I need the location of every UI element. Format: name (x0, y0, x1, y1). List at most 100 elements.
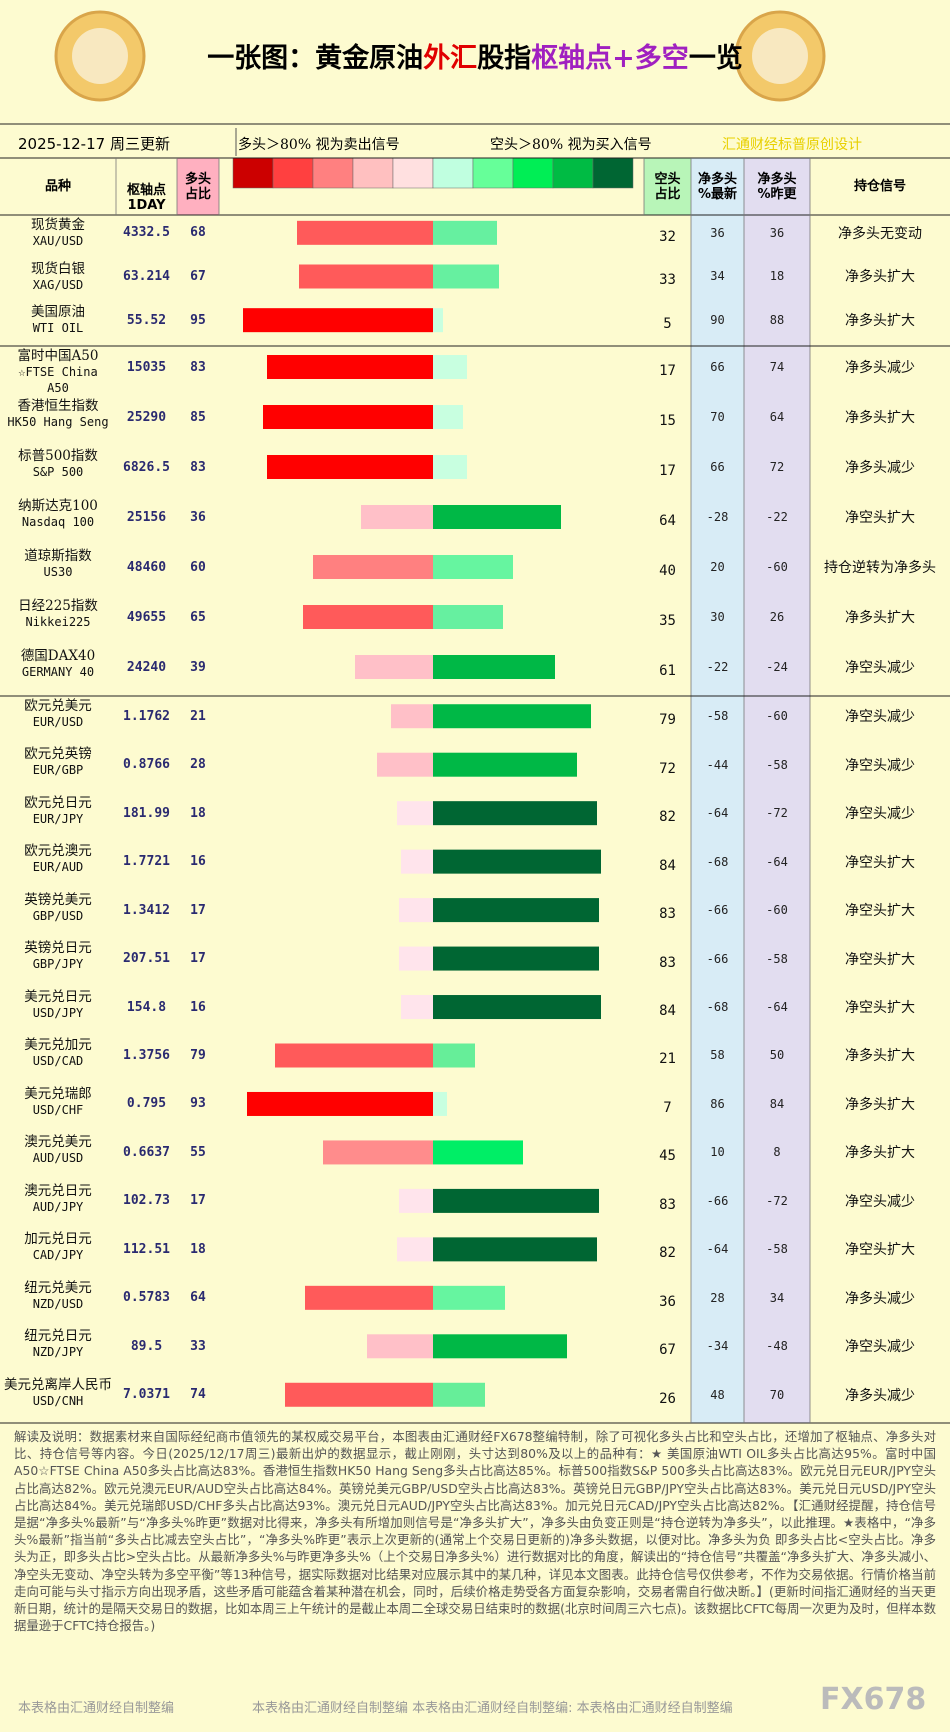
instrument-name: 澳元兑日元 (24, 1182, 92, 1199)
instrument-name: 德国DAX40 (20, 648, 96, 664)
net-latest: 36 (710, 225, 725, 240)
instrument-code: USD/CAD (32, 1054, 84, 1069)
signal: 净空头扩大 (845, 1242, 915, 1259)
pivot: 0.795 (126, 1096, 167, 1112)
long-bar (267, 455, 433, 479)
instrument-name: 欧元兑美元 (24, 698, 92, 714)
instrument: 欧元兑澳元 EUR/AUD (4, 843, 112, 875)
column-header: 持仓信号 (853, 179, 906, 194)
instrument: 加元兑日元 CAD/JPY (4, 1231, 112, 1263)
long-pct: 18 (190, 805, 206, 821)
pivot: 48460 (126, 559, 167, 575)
net-prev: -58 (766, 757, 788, 772)
header-bg-short (644, 158, 691, 215)
short-pct: 15 (659, 413, 676, 429)
instrument-name: 英镑兑日元 (24, 940, 92, 957)
net-prev: -64 (766, 1000, 788, 1015)
long-pct: 85 (190, 409, 206, 425)
pivot: 89.5 (130, 1338, 163, 1354)
instrument: 澳元兑美元 AUD/USD (4, 1134, 112, 1166)
column-header: 净多头 %最新 (697, 171, 738, 202)
long-bar (367, 1334, 433, 1359)
instrument-name: 现货白银 (31, 260, 85, 277)
signal: 净多头减少 (845, 460, 915, 476)
long-pct: 95 (190, 312, 206, 328)
instrument: 富时中国A50 ☆FTSE China A50 (4, 348, 112, 396)
instrument: 纽元兑日元 NZD/JPY (4, 1328, 112, 1360)
pivot: 63.214 (123, 268, 170, 284)
pivot: 0.8766 (123, 757, 170, 773)
long-bar (303, 605, 433, 629)
title-part: 外汇 (423, 43, 478, 74)
net-latest: -68 (706, 1000, 729, 1015)
signal: 净多头扩大 (845, 1048, 915, 1065)
short-bar (433, 405, 463, 429)
instrument-name: 日经225指数 (18, 598, 98, 614)
long-bar (361, 505, 433, 529)
legend-swatch (512, 157, 554, 189)
net-prev: -48 (766, 1339, 788, 1354)
legend-swatch (312, 157, 354, 189)
long-pct: 16 (190, 999, 206, 1015)
instrument: 纽元兑美元 NZD/USD (4, 1280, 112, 1312)
logo-left-inner (72, 28, 128, 84)
short-bar (433, 995, 601, 1020)
long-bar (305, 1285, 433, 1310)
net-latest: 90 (710, 313, 725, 328)
long-bar (377, 752, 433, 777)
column-header: 净多头 %昨更 (757, 171, 797, 202)
instrument-code: EUR/AUD (32, 860, 84, 875)
short-bar (433, 752, 577, 777)
signal: 净空头扩大 (845, 903, 915, 920)
logo-text: FX678 (820, 1682, 927, 1717)
short-pct: 84 (659, 1003, 676, 1020)
short-pct: 83 (659, 1196, 676, 1213)
long-bar (263, 405, 433, 429)
signal: 净多头减少 (845, 1387, 915, 1404)
short-bar (433, 1091, 447, 1116)
short-bar (433, 898, 599, 923)
watermark: 本表格由汇通财经自制整编 (18, 1701, 175, 1716)
signal: 净多头无变动 (838, 225, 922, 242)
pivot: 49655 (126, 609, 167, 625)
instrument-name: 加元兑日元 (24, 1231, 92, 1248)
long-bar (355, 655, 433, 679)
net-latest: 28 (710, 1290, 725, 1305)
pivot: 1.3756 (123, 1047, 170, 1063)
instrument: 美元兑离岸人民币 USD/CNH (4, 1377, 112, 1409)
short-pct: 61 (659, 663, 676, 679)
long-bar (397, 1237, 433, 1262)
instrument: 澳元兑日元 AUD/JPY (4, 1183, 112, 1215)
instrument: 纳斯达克100 Nasdaq 100 (4, 498, 112, 530)
title-part: 一览 (688, 43, 743, 74)
instrument-code: EUR/JPY (32, 811, 84, 826)
net-prev: 36 (769, 225, 785, 240)
short-bar (433, 355, 467, 379)
short-bar (433, 1140, 523, 1165)
long-bar (401, 995, 433, 1020)
short-pct: 82 (659, 809, 676, 826)
long-bar (397, 801, 433, 826)
short-bar (433, 1188, 599, 1213)
instrument-name: 香港恒生指数 (17, 398, 99, 414)
net-prev: 26 (769, 610, 785, 624)
credit: 汇通财经标普原创设计 (722, 137, 862, 153)
net-prev: 18 (769, 269, 785, 284)
long-bar (399, 946, 433, 971)
legend-swatch (592, 157, 634, 189)
instrument-code: GBP/JPY (32, 957, 84, 972)
net-latest: -66 (706, 951, 729, 966)
long-pct: 36 (190, 509, 206, 525)
net-prev: 88 (769, 313, 785, 328)
pivot: 15035 (126, 359, 167, 375)
signal: 净多头扩大 (845, 1145, 915, 1162)
instrument: 欧元兑英镑 EUR/GBP (4, 746, 112, 778)
net-latest: 58 (710, 1048, 725, 1063)
net-prev: 84 (769, 1096, 785, 1111)
short-pct: 67 (659, 1342, 676, 1359)
instrument-code: S&P 500 (32, 465, 84, 479)
title: 一张图：黄金原油外汇股指枢轴点+多空一览 (150, 36, 800, 75)
net-latest: -28 (706, 510, 729, 524)
net-latest: -66 (706, 1193, 729, 1208)
instrument-name: 欧元兑澳元 (24, 843, 92, 860)
